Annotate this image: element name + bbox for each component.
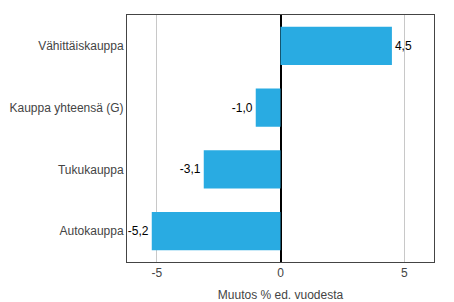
svg-text:Tukukauppa: Tukukauppa	[58, 163, 124, 177]
svg-text:4,5: 4,5	[395, 39, 412, 53]
svg-text:-1,0: -1,0	[232, 101, 253, 115]
svg-text:5: 5	[401, 266, 408, 280]
svg-text:-5: -5	[151, 266, 162, 280]
svg-text:Kauppa yhteensä (G): Kauppa yhteensä (G)	[10, 101, 124, 115]
svg-text:Autokauppa: Autokauppa	[60, 224, 124, 238]
svg-text:Vähittäiskauppa: Vähittäiskauppa	[38, 39, 124, 53]
svg-text:-3,1: -3,1	[180, 162, 201, 176]
svg-text:-5,2: -5,2	[128, 224, 149, 238]
svg-text:Muutos % ed. vuodesta: Muutos % ed. vuodesta	[218, 288, 344, 302]
svg-text:0: 0	[277, 266, 284, 280]
